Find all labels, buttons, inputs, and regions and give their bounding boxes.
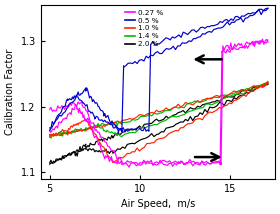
Legend: 0.27 %, 0.5 %, 1.0 %, 1.4 %, 2.0 %: 0.27 %, 0.5 %, 1.0 %, 1.4 %, 2.0 % xyxy=(122,7,166,50)
Y-axis label: Calibration Factor: Calibration Factor xyxy=(5,49,15,135)
X-axis label: Air Speed,  m/s: Air Speed, m/s xyxy=(121,199,195,209)
